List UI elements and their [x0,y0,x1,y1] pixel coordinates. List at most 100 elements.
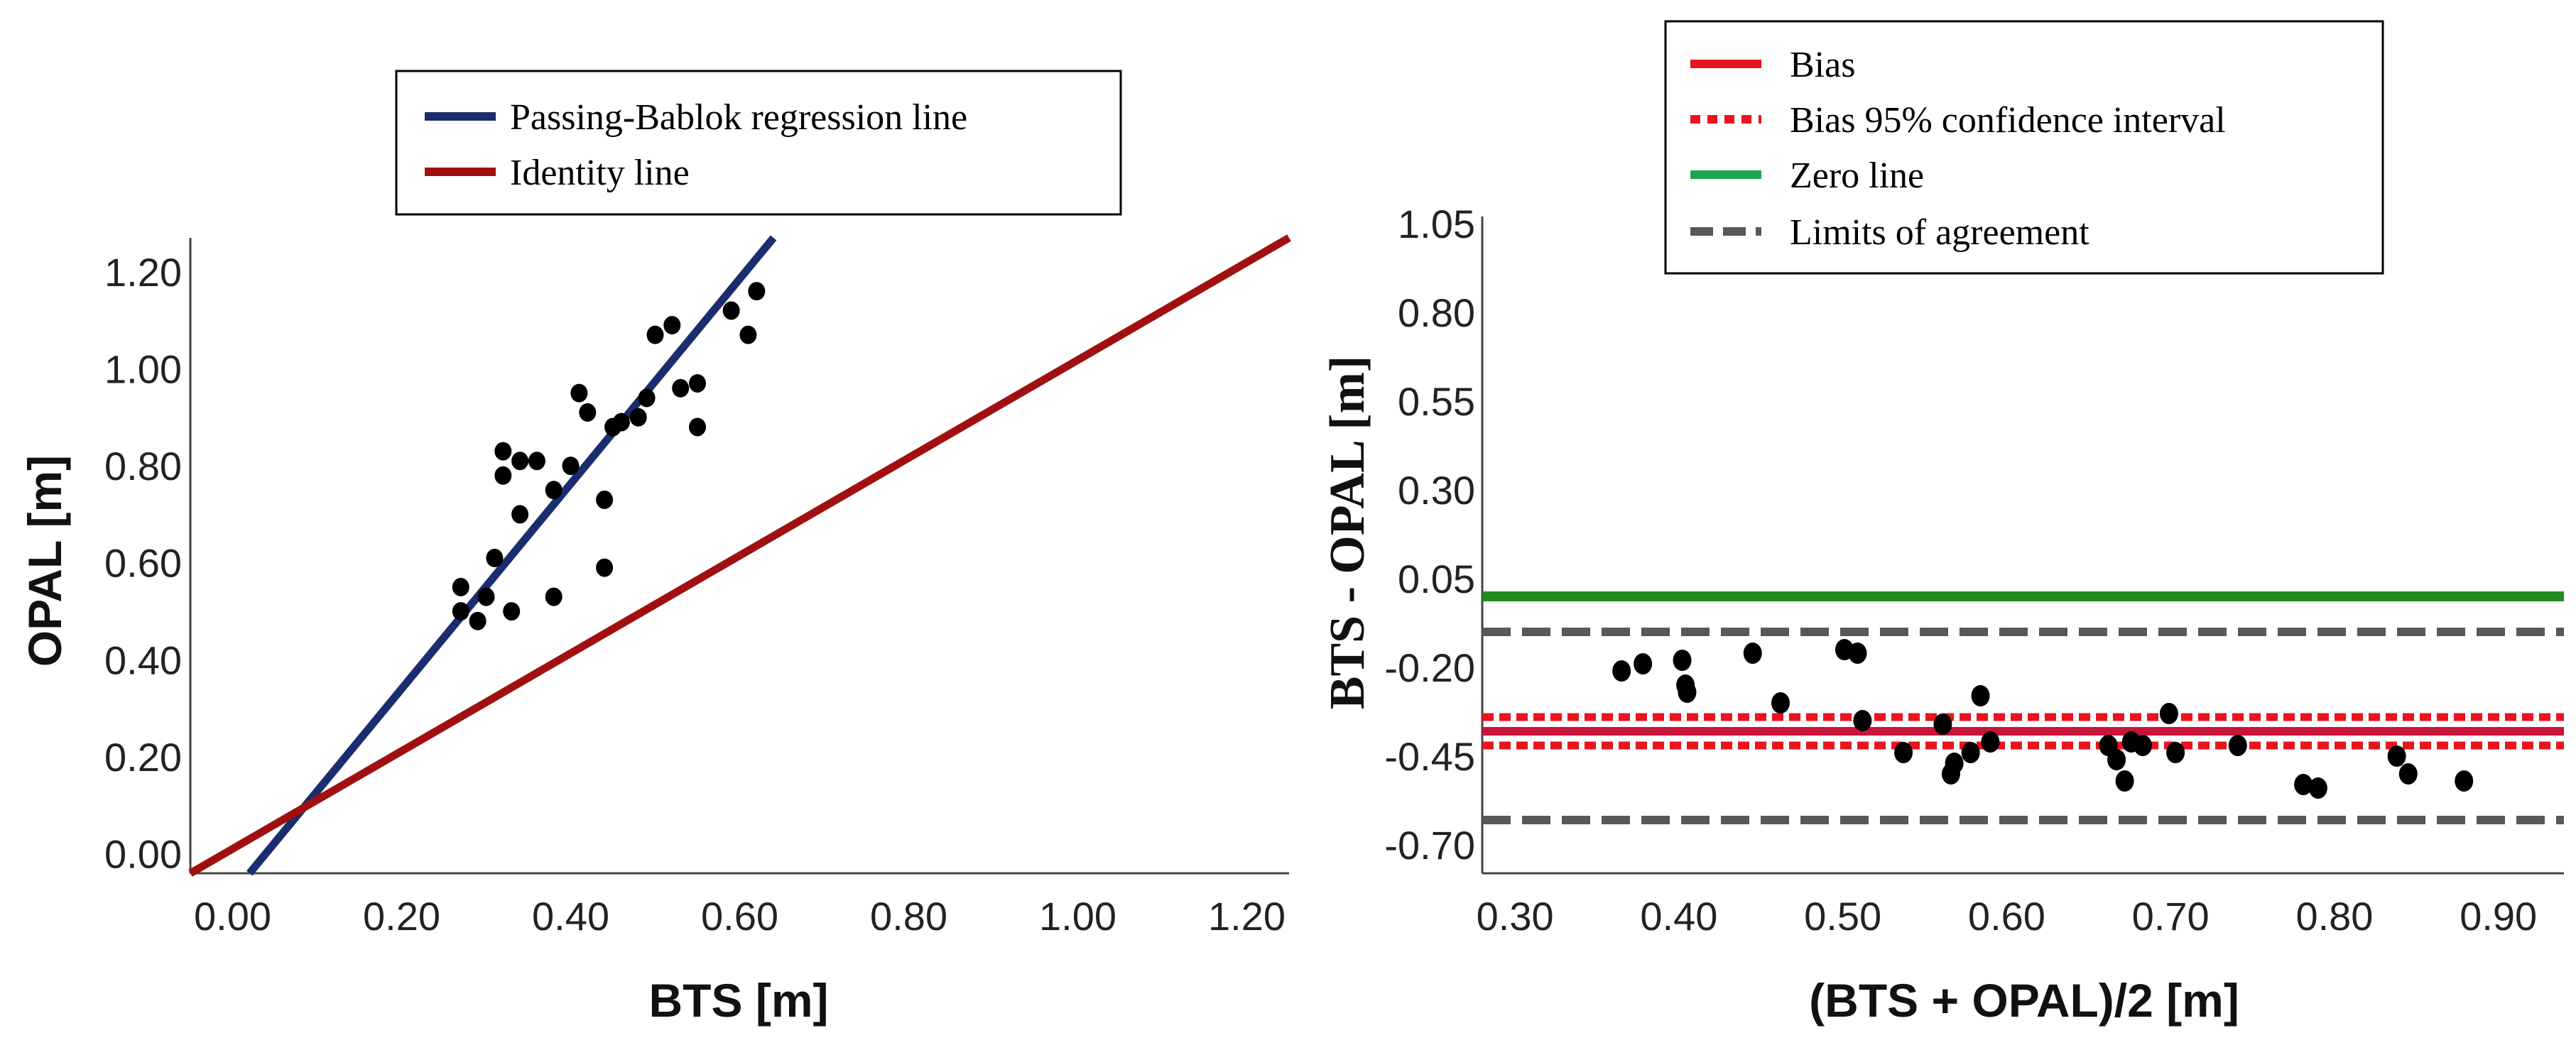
data-point [638,388,656,408]
data-point [2455,770,2474,792]
right-x-tick-label: 0.30 [1477,894,1554,939]
left-y-tick-label: 1.20 [104,250,182,295]
left-x-axis-label: BTS [m] [649,974,829,1027]
data-point [748,282,766,301]
data-point [596,558,614,577]
data-point [629,408,647,427]
right-y-axis-label: BTS - OPAL [m] [1320,356,1375,709]
data-point [2308,777,2327,799]
left-y-tick-label: 0.20 [104,735,182,780]
right-x-tick-label: 0.80 [2295,894,2373,939]
data-point [452,577,469,596]
right-x-tick-label: 0.60 [1968,894,2045,939]
left-y-axis-label: OPAL [m] [18,455,71,667]
right-y-tick-label: -0.20 [1384,645,1475,690]
data-point [562,457,580,476]
data-point [2107,749,2126,770]
legend-label-regression: Passing-Bablok regression line [510,97,967,138]
data-point [1743,643,1762,664]
data-point [486,548,504,567]
data-point [528,452,545,471]
data-point [663,315,681,334]
data-point [672,378,690,398]
left-legend: Passing-Bablok regression line Identity … [395,70,1122,216]
data-point [494,442,512,461]
data-point [570,383,588,403]
data-point [545,481,563,500]
data-point [646,325,664,344]
legend-label-bias: Bias [1790,45,1855,85]
data-point [689,417,706,437]
data-point [1848,643,1867,664]
right-y-tick-label: 1.05 [1398,202,1475,246]
data-point [511,505,529,524]
bland-altman-chart: 1.05 0.80 0.55 0.30 0.05 -0.20 -0.45 -0.70 0.30… [1320,20,2564,1027]
data-point [503,602,521,621]
data-point [2159,703,2178,724]
legend-label-limits: Limits of agreement [1790,212,2089,253]
left-x-tick-label: 0.20 [363,894,440,939]
legend-label-identity: Identity line [510,153,690,193]
data-point [2133,735,2152,756]
data-point [1933,714,1952,735]
data-point [2166,742,2185,763]
legend-label-zero: Zero line [1790,155,1924,196]
left-y-tick-label: 0.80 [104,444,182,488]
data-point [477,587,495,606]
data-point [511,452,529,471]
left-y-tick-label: 0.60 [104,541,182,586]
right-y-tick-label: 0.30 [1398,468,1475,513]
left-y-tick-label: 0.00 [104,832,182,877]
identity-line [188,234,1291,877]
data-point [1961,742,1980,763]
right-x-tick-label: 0.70 [2132,894,2210,939]
right-x-tick-label: 0.50 [1804,894,1881,939]
left-legend-box [395,70,1122,216]
data-point [579,403,597,422]
data-point [2294,774,2313,795]
data-point [545,587,563,606]
data-point [722,301,740,320]
data-point [1853,710,1872,731]
data-point [494,466,512,485]
data-point [1673,650,1692,671]
data-point [1771,692,1790,714]
data-point [2387,745,2406,767]
passing-bablok-chart: 0.00 0.20 0.40 0.60 0.80 1.00 1.20 0.00 0.20 0.4… [18,70,1291,1027]
regression-line [246,235,777,876]
data-point [1678,682,1697,703]
right-y-tick-label: -0.70 [1384,823,1475,868]
legend-label-bias-ci: Bias 95% confidence interval [1790,100,2226,141]
left-x-tick-label: 0.80 [870,894,947,939]
right-y-tick-label: 0.80 [1398,290,1475,335]
data-point [2398,763,2418,785]
data-point [1981,731,2000,753]
data-point [1971,685,1990,706]
right-legend-box [1664,20,2384,275]
left-x-tick-label: 0.60 [701,894,778,939]
data-point [1945,753,1964,774]
data-point [1634,653,1653,674]
right-legend: Bias Bias 95% confidence interval Zero l… [1664,20,2384,275]
data-point [612,412,630,432]
data-point [596,490,614,509]
data-point [1894,742,1913,763]
left-x-tick-label: 1.00 [1039,894,1116,939]
data-point [1612,660,1631,682]
left-x-tick-label: 0.00 [194,894,271,939]
right-y-tick-label: 0.55 [1398,379,1475,424]
left-y-tick-label: 0.40 [104,638,182,682]
right-x-tick-label: 0.40 [1640,894,1717,939]
data-point [2228,735,2247,756]
left-y-tick-label: 1.00 [104,346,182,391]
data-point [469,611,487,630]
data-point [739,325,757,344]
right-x-axis-label: (BTS + OPAL)/2 [m] [1809,974,2239,1027]
data-point [2115,770,2134,792]
left-x-tick-label: 1.20 [1208,894,1286,939]
right-y-tick-label: -0.45 [1384,734,1475,779]
left-x-tick-label: 0.40 [532,894,609,939]
data-point [452,602,469,621]
right-x-tick-label: 0.90 [2460,894,2537,939]
